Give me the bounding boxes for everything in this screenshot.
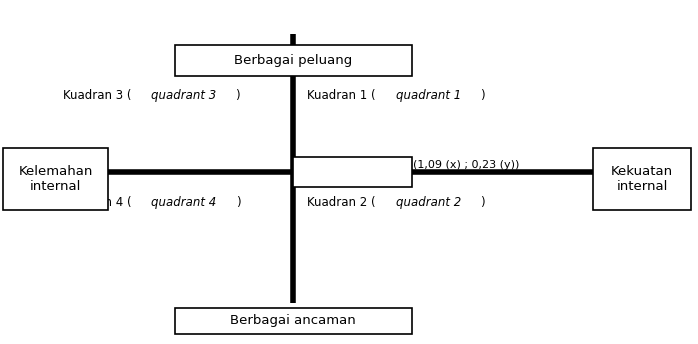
Text: ): ) xyxy=(480,196,484,209)
Text: Kekuatan
internal: Kekuatan internal xyxy=(611,165,674,193)
Text: Kuadran 1 (: Kuadran 1 ( xyxy=(307,89,376,103)
Text: quadrant 2: quadrant 2 xyxy=(396,196,461,209)
Bar xyxy=(593,148,691,210)
Text: Kuadran 3 (: Kuadran 3 ( xyxy=(63,89,131,103)
Bar xyxy=(174,45,412,76)
Text: Kuadran 4 (: Kuadran 4 ( xyxy=(63,196,131,209)
Text: quadrant 3: quadrant 3 xyxy=(151,89,216,103)
Text: Kelemahan
internal: Kelemahan internal xyxy=(19,165,93,193)
Text: (1,09 (x) ; 0,23 (y)): (1,09 (x) ; 0,23 (y)) xyxy=(413,160,519,170)
Text: ): ) xyxy=(235,196,240,209)
Text: quadrant 4: quadrant 4 xyxy=(151,196,216,209)
Text: quadrant 1: quadrant 1 xyxy=(396,89,461,103)
Bar xyxy=(3,148,108,210)
Text: ): ) xyxy=(480,89,484,103)
Bar xyxy=(293,157,412,187)
Bar xyxy=(174,308,412,334)
Text: Berbagai ancaman: Berbagai ancaman xyxy=(230,314,356,327)
Text: Berbagai peluang: Berbagai peluang xyxy=(234,54,352,67)
Text: ): ) xyxy=(235,89,240,103)
Text: Kuadran 2 (: Kuadran 2 ( xyxy=(307,196,376,209)
